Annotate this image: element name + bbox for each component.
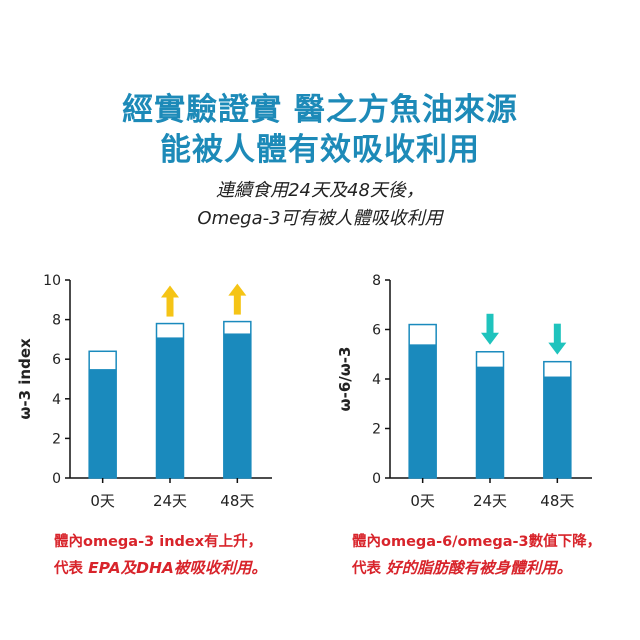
- y-tick-label: 6: [52, 352, 61, 368]
- bar-fill: [409, 344, 437, 478]
- y-tick-label: 10: [43, 273, 61, 289]
- y-tick-label: 6: [372, 323, 381, 339]
- y-tick-label: 2: [52, 431, 61, 447]
- x-tick-label: 24天: [473, 492, 507, 510]
- subheadline-line-1: 連續食用24天及48天後，: [216, 180, 424, 201]
- arrow-up-icon: [228, 283, 247, 315]
- headline-line-2: 能被人體有效吸收利用: [160, 132, 480, 168]
- y-tick-label: 2: [372, 422, 381, 438]
- arrow-up-icon: [161, 285, 179, 317]
- x-tick-label: 48天: [220, 492, 254, 510]
- y-tick-label: 4: [372, 372, 381, 388]
- bar-fill: [476, 366, 504, 478]
- arrow-down-icon: [481, 313, 499, 345]
- right-caption-line-2: 代表 好的脂肪酸有被身體利用。: [352, 556, 572, 578]
- y-axis-label: ω-6/ω-3: [336, 347, 354, 412]
- omega6-omega3-ratio-chart: ω-6/ω-3 0 2 4 6 8 0天 24天 48天: [336, 273, 592, 510]
- left-caption-line-1: 體內omega-3 index有上升，: [54, 534, 263, 550]
- y-tick-label: 0: [52, 471, 61, 487]
- bar-fill: [156, 337, 184, 478]
- arrow-down-icon: [548, 323, 567, 355]
- left-caption-prefix: 代表: [54, 561, 83, 577]
- y-tick-label: 4: [52, 392, 61, 408]
- headline-line-1: 經實驗證實 醫之方魚油來源: [122, 92, 518, 128]
- right-caption-line-1: 體內omega-6/omega-3數值下降，: [352, 534, 602, 550]
- bar-fill: [89, 369, 117, 478]
- x-tick-label: 0天: [90, 492, 115, 510]
- x-tick-label: 0天: [410, 492, 435, 510]
- y-tick-label: 0: [372, 471, 381, 487]
- y-axis-label: ω-3 index: [16, 338, 34, 420]
- x-tick-label: 24天: [153, 492, 187, 510]
- left-caption-emphasis: EPA及DHA被吸收利用。: [88, 559, 267, 577]
- bar-fill: [543, 376, 571, 478]
- bar-fill: [223, 333, 251, 478]
- x-tick-label: 48天: [540, 492, 574, 510]
- subheadline-line-2: Omega-3可有被人體吸收利用: [197, 208, 443, 229]
- y-tick-label: 8: [372, 273, 381, 289]
- right-caption-emphasis: 好的脂肪酸有被身體利用。: [386, 559, 573, 577]
- y-tick-label: 8: [52, 313, 61, 329]
- left-caption-line-2: 代表 EPA及DHA被吸收利用。: [54, 556, 267, 578]
- right-caption-prefix: 代表: [352, 561, 381, 577]
- omega3-index-chart: ω-3 index 0 2 4 6 8 10 0天 24天 48天: [16, 273, 272, 510]
